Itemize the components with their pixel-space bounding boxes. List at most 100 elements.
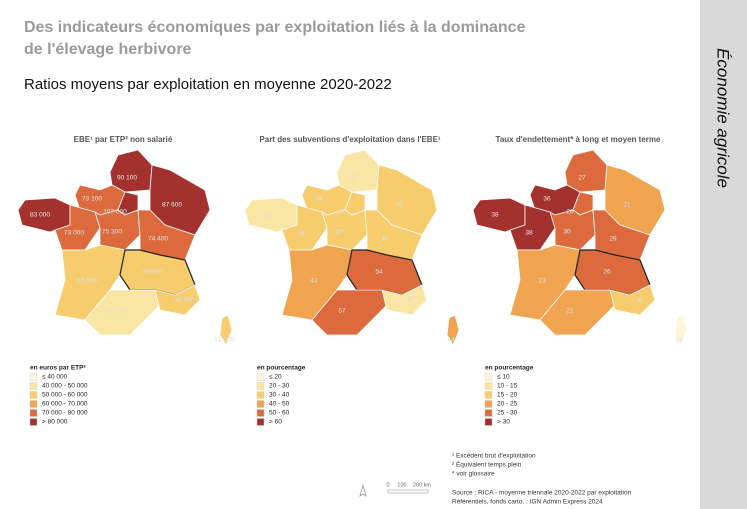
legend-label: > 60 — [269, 419, 282, 426]
region-label: 59 200 — [77, 278, 97, 285]
legend-label: 15 - 20 — [497, 392, 518, 399]
north-arrow — [359, 483, 367, 497]
region-label: 51 500 — [214, 337, 234, 344]
legend-swatch — [256, 391, 265, 399]
legend-swatch — [484, 391, 493, 399]
region — [509, 244, 581, 321]
map-title: Part des subventions d'exploitation dans… — [259, 135, 441, 144]
region — [446, 314, 460, 346]
title-line: Des indicateurs économiques par exploita… — [24, 19, 526, 36]
scale-bar — [387, 489, 429, 494]
region-label: 33 — [297, 230, 305, 237]
region-label: 27 — [350, 175, 358, 182]
region-label: 33 — [395, 202, 403, 209]
footnote: ¹ Excédent brut d'exploitation — [452, 453, 536, 460]
region-label: 44 — [447, 337, 455, 344]
region-label: 16 — [635, 297, 643, 304]
legend-label: 50 000 - 60 000 — [42, 392, 88, 399]
legend-swatch — [29, 391, 38, 399]
legend-label: 20 - 25 — [497, 401, 518, 408]
legend-swatch — [256, 373, 265, 381]
region-label: 30 — [563, 229, 571, 236]
scale-label: 100 — [397, 482, 406, 488]
legend-swatch — [484, 400, 493, 408]
scale-label: 200 km — [413, 482, 431, 488]
region — [54, 244, 126, 321]
region — [564, 149, 608, 193]
region — [109, 149, 153, 193]
sidebar-label: Économie agricole — [714, 48, 733, 188]
legend-swatch — [29, 382, 38, 390]
region — [321, 209, 368, 251]
region-label: 40 — [381, 236, 389, 243]
source: Source : RICA - moyenne triennale 2020-2… — [452, 490, 632, 497]
region — [244, 197, 298, 233]
region-label: 26 — [603, 269, 611, 276]
sidebar — [700, 0, 747, 509]
region-label: 37 — [335, 229, 343, 236]
legend-label: ≤ 20 — [269, 374, 282, 381]
legend-swatch — [29, 418, 38, 426]
region — [549, 209, 596, 251]
legend-swatch — [256, 382, 265, 390]
scale-label: 0 — [386, 482, 389, 488]
region-label: 26 — [566, 209, 574, 216]
region-label: 54 — [375, 269, 383, 276]
title-line: de l'élevage herbivore — [24, 41, 192, 58]
legend-label: 30 - 40 — [269, 392, 290, 399]
region — [154, 284, 201, 316]
legend-swatch — [256, 418, 265, 426]
region-label: 75 300 — [102, 229, 122, 236]
legend-swatch — [484, 373, 493, 381]
region-label: 23 — [538, 278, 546, 285]
region-label: 73 000 — [64, 230, 84, 237]
legend-title: en euros par ETP² — [30, 365, 86, 372]
region-label: 22 — [263, 212, 271, 219]
region-label: 50 600 — [142, 269, 162, 276]
region — [472, 197, 526, 233]
region-label: 10 — [675, 337, 683, 344]
region — [609, 284, 656, 316]
region-label: 38 — [491, 212, 499, 219]
region — [219, 314, 233, 346]
region-label: 38 — [525, 230, 533, 237]
region-label: 90 100 — [117, 175, 137, 182]
region-label: 83 000 — [30, 212, 50, 219]
legend-label: 20 - 30 — [269, 383, 290, 390]
region-label: 32 — [338, 209, 346, 216]
subtitle: Ratios moyens par exploitation en moyenn… — [24, 76, 392, 93]
legend-swatch — [256, 400, 265, 408]
region-label: 29 — [609, 236, 617, 243]
footnote: ² Équivalent temps plein — [452, 460, 522, 469]
legend-swatch — [29, 409, 38, 417]
legend-label: 60 000 - 70 000 — [42, 401, 88, 408]
legend-label: 50 - 60 — [269, 410, 290, 417]
region-label: 43 — [310, 278, 318, 285]
region — [281, 244, 353, 321]
region-label: 36 — [543, 196, 551, 203]
footnote: * voir glossaire — [452, 471, 495, 478]
region-label: 34 — [315, 196, 323, 203]
map-title: Taux d'endettement* à long et moyen term… — [496, 135, 661, 144]
region-label: 21 — [566, 308, 574, 315]
legend-swatch — [484, 418, 493, 426]
region-label: 56 300 — [174, 297, 194, 304]
region-label: 107 000 — [103, 209, 127, 216]
legend-label: > 80 000 — [42, 419, 68, 426]
region-label: 27 — [407, 297, 415, 304]
region — [381, 284, 428, 316]
map-title: EBE¹ par ETP² non salarié — [74, 135, 173, 144]
region-label: 40 700 — [105, 308, 125, 315]
region-label: 73 100 — [82, 196, 102, 203]
legend-label: 10 - 15 — [497, 383, 518, 390]
legend-title: en pourcentage — [485, 365, 534, 372]
region — [674, 314, 688, 346]
legend-label: ≤ 40 000 — [42, 374, 68, 381]
legend-swatch — [484, 409, 493, 417]
legend-swatch — [484, 382, 493, 390]
legend-label: 40 - 50 — [269, 401, 290, 408]
legend-label: ≤ 10 — [497, 374, 510, 381]
legend-label: > 30 — [497, 419, 510, 426]
region-label: 74 400 — [148, 236, 168, 243]
